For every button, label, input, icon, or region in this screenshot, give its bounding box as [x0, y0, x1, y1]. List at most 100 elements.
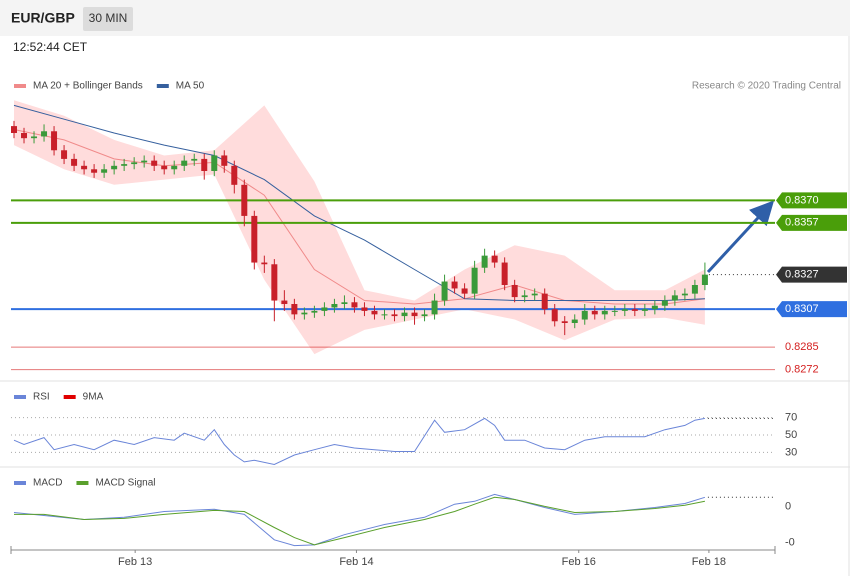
candle-body — [531, 293, 538, 296]
candle-body — [61, 150, 68, 159]
candle-body — [591, 310, 598, 315]
legend-swatch — [63, 395, 76, 399]
legend-swatch — [14, 84, 26, 88]
candle-body — [271, 264, 278, 301]
legend-swatch — [14, 481, 26, 485]
y-tick-label: 70 — [785, 411, 797, 423]
candle-body — [221, 155, 228, 166]
source: Research © 2020 Trading Central — [692, 81, 841, 92]
candle-body — [491, 255, 498, 263]
level-label: 0.8357 — [785, 217, 819, 229]
candle-body — [541, 293, 548, 310]
candle-body — [461, 288, 468, 294]
level-tag — [776, 266, 847, 283]
candle-body — [441, 281, 448, 301]
candle-body — [431, 300, 438, 315]
candle-body — [581, 310, 588, 320]
candle-body — [551, 309, 558, 322]
legend-swatch — [14, 395, 26, 399]
candle-body — [51, 131, 58, 151]
legend-swatch — [156, 84, 169, 88]
candle-body — [681, 293, 688, 296]
candle-body — [661, 300, 668, 306]
candle-body — [11, 126, 18, 133]
level-label: 0.8327 — [785, 269, 819, 281]
candle-body — [601, 310, 608, 315]
clock: 12:52:44 CET — [13, 40, 88, 54]
target-arrow — [706, 200, 775, 274]
candle-body — [341, 302, 348, 304]
x-tick-label: Feb 13 — [118, 556, 152, 568]
candle-body — [421, 314, 428, 317]
candle-body — [41, 131, 48, 137]
candle-body — [351, 302, 358, 308]
candle-body — [521, 295, 528, 298]
candle-body — [391, 314, 398, 317]
candle-body — [151, 160, 158, 166]
series-line — [13, 493, 706, 547]
candle-body — [91, 169, 98, 173]
bollinger-band — [14, 100, 705, 355]
candle-body — [251, 215, 258, 263]
candle-body — [411, 312, 418, 317]
candle-body — [561, 321, 568, 323]
candle-body — [611, 310, 618, 312]
y-tick-label: 50 — [785, 429, 797, 441]
candle-body — [511, 285, 518, 298]
candle-body — [121, 164, 128, 166]
candle-body — [131, 162, 138, 165]
y-tick-label: 30 — [785, 446, 797, 458]
symbol: EUR/GBP — [11, 10, 75, 26]
level-tag — [776, 301, 847, 318]
legend-label: MACD Signal — [95, 478, 155, 489]
header-bar — [0, 0, 850, 36]
candle-body — [401, 312, 408, 317]
y-tick-label: -0 — [785, 537, 795, 549]
series-line — [14, 496, 705, 546]
candle-body — [291, 304, 298, 315]
candle-body — [671, 295, 678, 301]
candle-body — [241, 184, 248, 216]
candle-body — [201, 158, 208, 171]
level-tag — [776, 214, 847, 231]
candle-body — [381, 314, 388, 316]
moving-average — [13, 104, 705, 301]
level-label: 0.8285 — [785, 341, 819, 353]
candle-body — [141, 160, 148, 163]
candle-body — [371, 310, 378, 315]
candle-body — [301, 312, 308, 315]
timeframe-badge — [83, 7, 133, 31]
x-tick-label: Feb 18 — [692, 556, 726, 568]
candle-body — [571, 319, 578, 323]
candle-body — [621, 309, 628, 311]
x-tick-label: Feb 14 — [339, 556, 373, 568]
candle-body — [281, 300, 288, 304]
candle-body — [631, 309, 638, 311]
candle-body — [21, 133, 28, 139]
candle-body — [361, 307, 368, 311]
candle-body — [471, 267, 478, 294]
candle-body — [101, 169, 108, 173]
candle-body — [261, 262, 268, 265]
candle-body — [651, 305, 658, 310]
candle-body — [481, 255, 488, 268]
legend-label: 9MA — [83, 392, 104, 403]
candle-body — [161, 165, 168, 170]
candle-body — [81, 165, 88, 170]
candle-body — [321, 307, 328, 311]
candle-body — [211, 155, 218, 171]
candle-body — [451, 281, 458, 289]
candle-body — [691, 285, 698, 294]
series-line — [13, 417, 705, 466]
legend-label: MA 20 + Bollinger Bands — [33, 81, 143, 92]
candle-body — [71, 158, 78, 166]
candle-body — [31, 136, 38, 139]
candle-body — [641, 309, 648, 311]
candle-body — [331, 304, 338, 308]
legend-label: MACD — [33, 478, 62, 489]
candle-body — [231, 165, 238, 185]
level-tag — [776, 192, 847, 209]
legend-label: RSI — [33, 392, 50, 403]
candle-body — [501, 262, 508, 285]
